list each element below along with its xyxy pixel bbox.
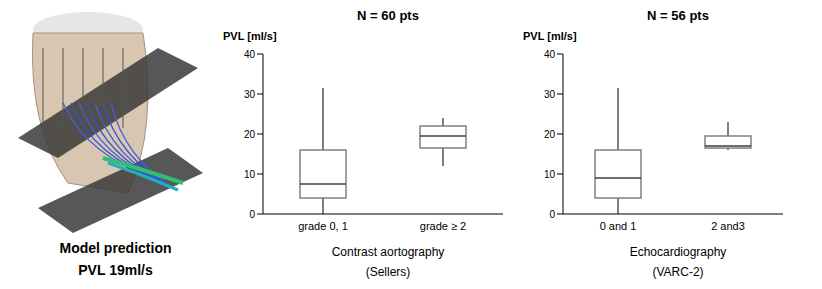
svg-text:grade ≥ 2: grade ≥ 2	[420, 220, 466, 232]
html-text:PVL [ml/s]: PVL [ml/s]	[223, 30, 277, 42]
html-text:Echocardiography: Echocardiography	[629, 245, 727, 259]
svg-text:20: 20	[244, 129, 256, 140]
html-text:PVL 19ml/s: PVL 19ml/s	[78, 262, 153, 278]
svg-text:20: 20	[544, 129, 556, 140]
svg-text:grade 0, 1: grade 0, 1	[298, 220, 348, 232]
svg-text:40: 40	[244, 49, 256, 60]
svg-text:0 and 1: 0 and 1	[600, 220, 637, 232]
svg-text:40: 40	[544, 49, 556, 60]
html-text:Contrast aortography: Contrast aortography	[331, 245, 445, 259]
svg-text:0: 0	[249, 209, 255, 220]
svg-text:0: 0	[549, 209, 555, 220]
svg-text:10: 10	[544, 169, 556, 180]
html-text:(VARC-2): (VARC-2)	[652, 265, 704, 279]
html-text:Model prediction: Model prediction	[59, 240, 172, 256]
html-text:PVL [ml/s]: PVL [ml/s]	[523, 30, 577, 42]
svg-text:10: 10	[244, 169, 256, 180]
svg-text:2 and3: 2 and3	[711, 220, 745, 232]
html-text:N = 60 pts: N = 60 pts	[357, 8, 419, 23]
html-text:N = 56 pts: N = 56 pts	[647, 8, 709, 23]
svg-text:30: 30	[544, 89, 556, 100]
svg-text:30: 30	[244, 89, 256, 100]
html-text:(Sellers): (Sellers)	[365, 265, 411, 279]
